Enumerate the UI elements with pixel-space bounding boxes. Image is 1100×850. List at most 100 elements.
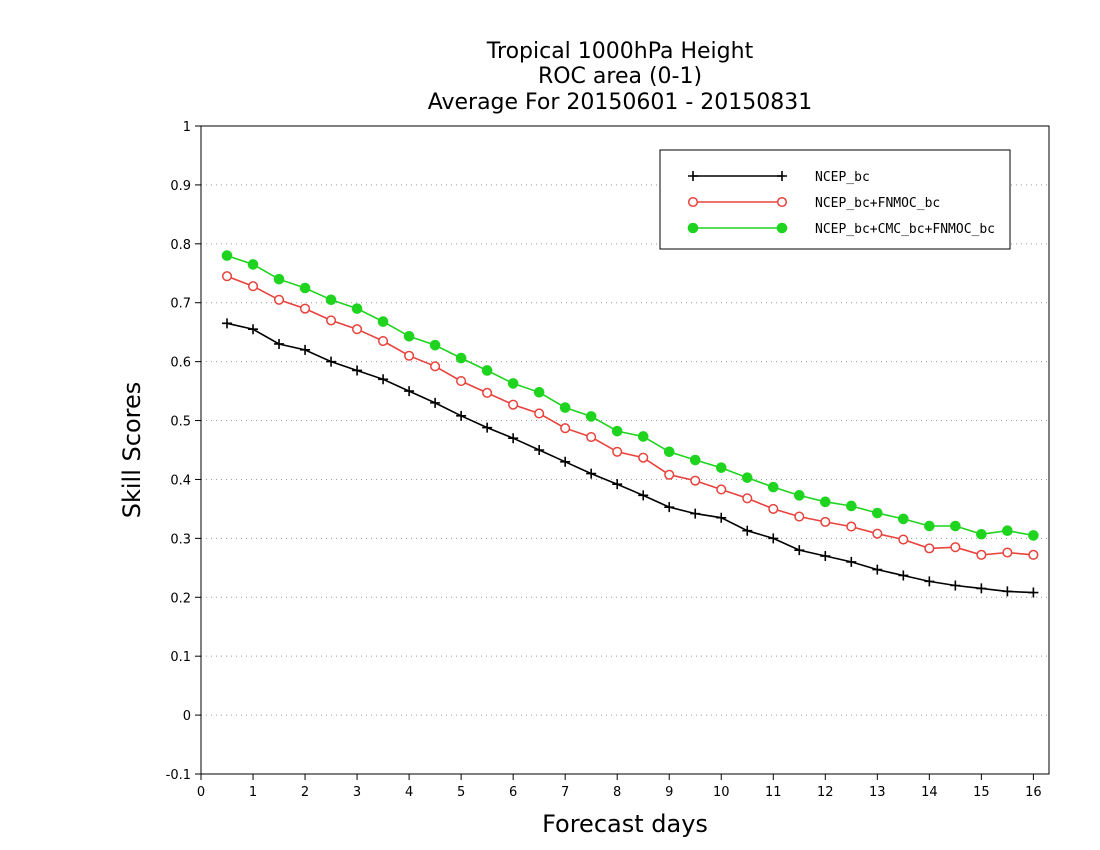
y-axis: -0.1 0 0.1 0.2 0.3 0.4 0.5 0.6 0.7 0.8 0.9 1: [166, 120, 201, 783]
legend-marker: [688, 171, 698, 181]
data-point: [247, 281, 259, 292]
data-point: [221, 271, 233, 282]
y-tick-label: 0.4: [170, 473, 191, 488]
data-point: [300, 344, 311, 355]
data-point: [325, 294, 337, 306]
x-tick-label: 11: [765, 785, 782, 800]
plot-frame: [200, 125, 1050, 775]
legend-entry: NCEP_bc+CMC_bc+FNMOC_bc: [687, 222, 995, 237]
legend-marker: [687, 196, 699, 208]
x-tick-label: 0: [197, 785, 205, 800]
data-point: [482, 422, 493, 433]
series-layer: [221, 250, 1039, 598]
data-point: [819, 496, 831, 508]
x-tick-label: 15: [973, 785, 990, 800]
data-point: [299, 303, 311, 314]
series-2: [221, 271, 1039, 560]
data-point: [1002, 525, 1013, 537]
legend-label: NCEP_bc+CMC_bc+FNMOC_bc: [815, 222, 995, 237]
grid: [201, 184, 1049, 716]
x-tick-label: 12: [817, 785, 834, 800]
legend-entry: NCEP_bc+FNMOC_bc: [687, 196, 940, 211]
legend-entry: NCEP_bc: [688, 170, 870, 185]
data-point: [716, 512, 727, 523]
data-point: [924, 543, 935, 554]
data-point: [612, 479, 623, 490]
data-point: [689, 454, 701, 466]
data-point: [559, 402, 571, 413]
data-point: [690, 508, 701, 519]
x-tick-label: 9: [665, 785, 673, 800]
data-point: [664, 469, 675, 480]
x-tick-label: 8: [613, 785, 621, 800]
data-point: [456, 376, 467, 387]
x-tick-label: 7: [561, 785, 569, 800]
legend-marker: [776, 196, 788, 208]
data-point: [950, 520, 961, 532]
data-point: [273, 273, 285, 285]
data-point: [586, 431, 597, 443]
data-point: [741, 472, 753, 483]
series-1: [222, 318, 1039, 598]
legend-marker: [687, 222, 699, 234]
data-point: [950, 542, 961, 553]
data-point: [534, 445, 545, 455]
x-tick-label: 1: [249, 785, 257, 800]
data-point: [846, 500, 857, 512]
data-point: [664, 502, 675, 513]
data-point: [586, 468, 597, 479]
data-point: [560, 456, 571, 467]
data-point: [1002, 547, 1013, 558]
y-tick-label: 0.1: [170, 650, 191, 665]
data-point: [482, 387, 493, 398]
data-point: [638, 452, 649, 463]
data-point: [898, 570, 909, 581]
legend-label: NCEP_bc: [815, 170, 870, 185]
data-point: [846, 556, 857, 567]
data-point: [534, 408, 545, 419]
data-point: [638, 490, 649, 501]
data-point: [872, 507, 883, 519]
x-axis-label: Forecast days: [542, 810, 708, 838]
data-point: [794, 511, 805, 522]
series-line: [226, 322, 1034, 594]
data-point: [1028, 530, 1039, 541]
data-point: [299, 282, 311, 294]
data-point: [248, 324, 259, 335]
data-point: [326, 315, 337, 326]
legend-marker: [776, 222, 788, 234]
data-point: [976, 528, 987, 540]
data-point: [430, 361, 441, 372]
data-point: [663, 446, 675, 458]
chart-title-line-3: Average For 20150601 - 20150831: [428, 90, 813, 115]
data-point: [716, 484, 727, 495]
y-tick-label: 0.9: [170, 179, 191, 194]
data-point: [274, 338, 285, 349]
data-point: [611, 425, 623, 437]
data-point: [533, 386, 545, 398]
data-point: [612, 446, 623, 457]
x-axis: 0 1 2 3 4 5 6 7 8 9 10 11 12 13 14 15 16: [197, 774, 1042, 800]
data-point: [455, 352, 467, 364]
legend: NCEP_bc NCEP_bc+FNMOC_bc NCEP_bc+CMC_bc+FN…: [659, 149, 1011, 250]
data-point: [585, 411, 597, 422]
data-point: [820, 551, 831, 562]
x-tick-label: 3: [353, 785, 361, 800]
legend-box: [659, 149, 1011, 250]
data-point: [1028, 587, 1039, 598]
data-point: [377, 316, 389, 327]
series-line: [226, 275, 1034, 556]
data-point: [1028, 549, 1039, 560]
data-point: [794, 545, 805, 556]
data-point: [976, 549, 987, 560]
data-point: [351, 303, 363, 314]
data-point: [768, 503, 779, 514]
data-point: [352, 365, 363, 376]
y-tick-label: 0.5: [170, 415, 191, 430]
y-tick-label: 0.8: [170, 238, 191, 253]
data-point: [508, 399, 519, 410]
data-point: [378, 335, 389, 347]
data-point: [872, 564, 883, 575]
data-point: [430, 397, 441, 408]
